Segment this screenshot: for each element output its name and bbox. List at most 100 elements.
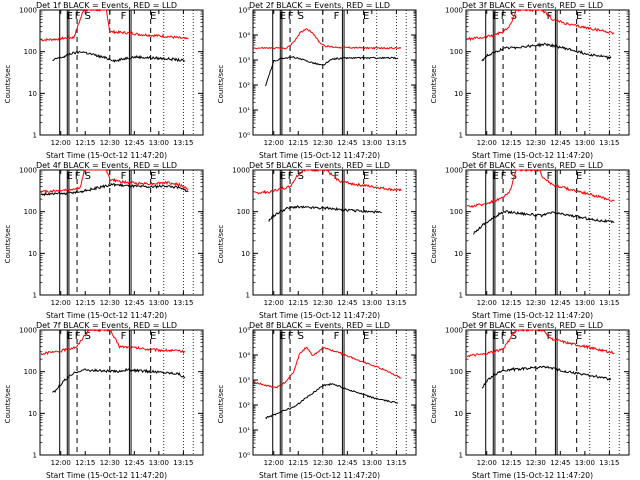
- plot-frame: [39, 329, 204, 456]
- x-tick-label: 12:00: [477, 459, 497, 467]
- chart-panel: Det 1f BLACK = Events, RED = LLD Start Ti…: [0, 0, 213, 160]
- interval-marker-label: E: [576, 171, 582, 182]
- y-tick-label: 10⁵: [238, 327, 250, 335]
- x-tick-label: 12:00: [477, 299, 497, 307]
- chart-title: Det 8f BLACK = Events, RED = LLD: [248, 321, 391, 330]
- y-tick-label: 100: [24, 368, 37, 376]
- chart-panel: Det 3f BLACK = Events, RED = LLD Start Ti…: [426, 0, 639, 160]
- chart-panel: Det 2f BLACK = Events, RED = LLD Start Ti…: [213, 0, 426, 160]
- chart-panel: Det 8f BLACK = Events, RED = LLD Start Ti…: [213, 320, 426, 480]
- x-tick-label: 12:45: [550, 459, 570, 467]
- interval-marker-label: E: [150, 331, 156, 342]
- y-tick-label: 100: [24, 48, 37, 56]
- plot-frame: [39, 9, 204, 136]
- x-tick-label: 12:15: [75, 299, 95, 307]
- y-tick-label: 10⁰: [238, 452, 250, 460]
- chart-panel: Det 9f BLACK = Events, RED = LLD Start Ti…: [426, 320, 639, 480]
- x-tick-label: 13:00: [575, 299, 595, 307]
- chart-plot: 10⁰ 10¹ 10² 10³ 10⁴ 10⁵ 12:00 12:15 12:30 12:45 13…: [238, 327, 417, 467]
- x-axis-label: Start Time (15-Oct-12 11:47:20): [45, 471, 168, 480]
- y-tick-label: 10⁵: [238, 7, 250, 15]
- y-tick-label: 1000: [232, 167, 250, 175]
- x-tick-label: 12:00: [264, 459, 284, 467]
- x-tick-label: 13:15: [386, 139, 406, 147]
- series-line-events: [473, 210, 615, 235]
- chart-plot: 1 10 100 1000 12:00 12:15 12:30 12:45 13:00 13:15…: [445, 7, 630, 147]
- x-tick-label: 12:15: [288, 299, 308, 307]
- interval-marker-label: F: [121, 171, 127, 182]
- y-tick-label: 1: [459, 292, 463, 300]
- plot-frame: [465, 9, 630, 136]
- interval-marker-label: F: [501, 331, 507, 342]
- x-tick-label: 13:00: [149, 139, 169, 147]
- interval-marker-label: E: [150, 11, 156, 22]
- x-tick-label: 12:30: [526, 459, 546, 467]
- y-tick-label: 10⁴: [238, 32, 250, 40]
- chart-panel: Det 4f BLACK = Events, RED = LLD Start Ti…: [0, 160, 213, 320]
- series-line-events: [481, 365, 612, 389]
- x-tick-label: 12:00: [51, 139, 71, 147]
- y-tick-label: 100: [24, 208, 37, 216]
- interval-marker-label: S: [85, 11, 91, 22]
- x-tick-label: 12:45: [550, 299, 570, 307]
- series-line-lld: [40, 169, 189, 194]
- x-tick-label: 12:30: [526, 299, 546, 307]
- series-line-lld: [253, 28, 402, 50]
- y-tick-label: 10⁰: [238, 132, 250, 140]
- x-tick-label: 12:30: [313, 299, 333, 307]
- y-tick-label: 1: [459, 132, 463, 140]
- x-axis-label: Start Time (15-Oct-12 11:47:20): [45, 151, 168, 160]
- chart-title: Det 1f BLACK = Events, RED = LLD: [35, 1, 178, 10]
- interval-marker-label: E: [363, 171, 369, 182]
- chart-plot: 1 10 100 1000 12:00 12:15 12:30 12:45 13:00 13:15…: [445, 167, 630, 307]
- interval-marker-label: F: [288, 331, 294, 342]
- series-line-lld: [40, 9, 189, 42]
- interval-marker-label: F: [334, 331, 340, 342]
- y-tick-label: 10²: [238, 402, 250, 410]
- y-tick-label: 100: [450, 368, 463, 376]
- x-tick-label: 13:15: [599, 459, 619, 467]
- x-tick-label: 12:15: [501, 459, 521, 467]
- plot-frame: [252, 169, 417, 296]
- y-tick-label: 10²: [238, 82, 250, 90]
- series-line-lld: [40, 329, 186, 356]
- y-tick-label: 1000: [19, 327, 37, 335]
- y-tick-label: 1000: [19, 167, 37, 175]
- chart-panel: Det 7f BLACK = Events, RED = LLD Start Ti…: [0, 320, 213, 480]
- chart-plot: 1 10 100 1000 12:00 12:15 12:30 12:45 13:00 13:15…: [19, 7, 204, 147]
- y-tick-label: 1: [246, 292, 250, 300]
- interval-marker-label: F: [288, 171, 294, 182]
- x-tick-label: 12:30: [100, 139, 120, 147]
- interval-marker-label: F: [334, 11, 340, 22]
- series-line-lld: [466, 9, 615, 42]
- y-tick-label: 10: [454, 90, 463, 98]
- interval-marker-label: F: [501, 171, 507, 182]
- series-line-events: [265, 382, 399, 420]
- series-line-events: [40, 182, 189, 197]
- series-line-events: [481, 42, 612, 62]
- y-tick-label: 10¹: [238, 107, 250, 115]
- y-tick-label: 10: [28, 410, 37, 418]
- chart-title: Det 9f BLACK = Events, RED = LLD: [461, 321, 604, 330]
- interval-marker-label: E: [363, 331, 369, 342]
- x-tick-label: 12:15: [75, 459, 95, 467]
- interval-marker-label: E: [150, 171, 156, 182]
- x-axis-label: Start Time (15-Oct-12 11:47:20): [258, 471, 381, 480]
- x-tick-label: 12:15: [288, 459, 308, 467]
- x-tick-label: 12:45: [124, 139, 144, 147]
- interval-marker-label: S: [298, 171, 304, 182]
- x-tick-label: 12:30: [313, 139, 333, 147]
- x-tick-label: 12:15: [501, 139, 521, 147]
- chart-plot: 1 10 100 1000 12:00 12:15 12:30 12:45 13:00 13:15…: [232, 167, 417, 307]
- x-axis-label: Start Time (15-Oct-12 11:47:20): [471, 471, 594, 480]
- x-tick-label: 12:45: [337, 299, 357, 307]
- y-tick-label: 1: [459, 452, 463, 460]
- chart-title: Det 2f BLACK = Events, RED = LLD: [248, 1, 391, 10]
- interval-marker-label: E: [493, 11, 499, 22]
- x-axis-label: Start Time (15-Oct-12 11:47:20): [471, 151, 594, 160]
- plot-frame: [39, 169, 204, 296]
- y-tick-label: 100: [237, 208, 250, 216]
- interval-marker-label: F: [288, 11, 294, 22]
- x-tick-label: 13:15: [599, 139, 619, 147]
